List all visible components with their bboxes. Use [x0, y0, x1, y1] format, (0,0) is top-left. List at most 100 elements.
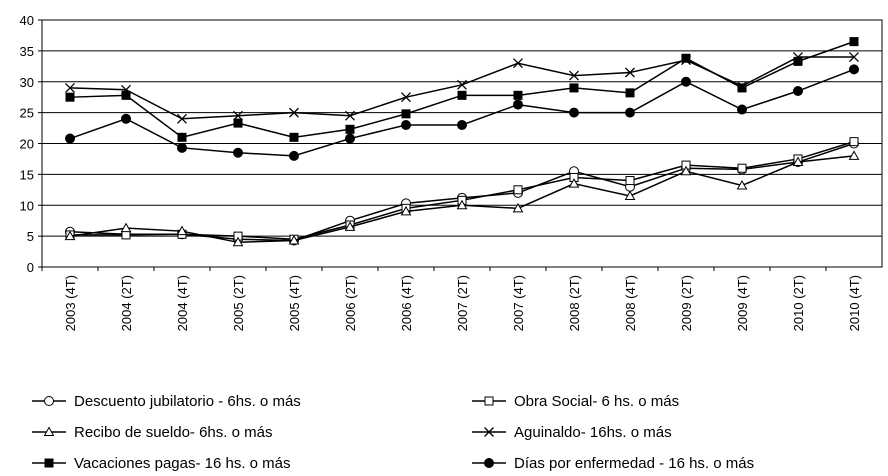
marker	[457, 90, 467, 100]
marker	[569, 83, 579, 93]
series-line	[70, 140, 855, 240]
marker	[849, 52, 859, 63]
marker	[513, 185, 523, 195]
plot-border	[41, 19, 883, 268]
marker	[793, 86, 803, 97]
y-tick-label: 10	[20, 198, 34, 213]
marker	[232, 236, 244, 247]
marker	[680, 165, 692, 176]
x-tick-label: 2005 (4T)	[287, 275, 302, 331]
marker	[288, 234, 300, 245]
x-tick-label: 2004 (2T)	[119, 275, 134, 331]
marker	[289, 132, 299, 142]
marker	[625, 88, 635, 98]
marker	[121, 90, 131, 100]
marker	[737, 83, 747, 93]
legend-label: Obra Social- 6 hs. o más	[514, 393, 679, 410]
marker	[849, 37, 859, 47]
y-tick-label: 5	[27, 229, 34, 244]
legend-marker	[43, 426, 55, 436]
marker	[65, 82, 75, 93]
x-tick-label: 2008 (2T)	[567, 275, 582, 331]
marker	[849, 137, 859, 147]
series-line	[69, 142, 855, 242]
marker	[233, 118, 243, 128]
marker	[177, 113, 187, 124]
marker	[513, 58, 523, 69]
x-tick-label: 2006 (4T)	[399, 275, 414, 331]
marker	[457, 119, 467, 130]
marker	[848, 150, 860, 160]
legend-label: Aguinaldo- 16hs. o más	[514, 424, 672, 441]
marker	[625, 176, 635, 186]
marker	[401, 109, 411, 119]
legend-label: Descuento jubilatorio - 6hs. o más	[74, 393, 301, 410]
y-tick-label: 30	[20, 75, 34, 90]
marker	[792, 156, 804, 167]
marker	[569, 107, 579, 118]
marker	[401, 119, 411, 130]
marker	[120, 222, 132, 233]
marker	[456, 199, 468, 210]
marker	[65, 92, 75, 102]
y-tick-label: 15	[20, 167, 34, 182]
marker	[400, 205, 412, 216]
x-tick-label: 2010 (4T)	[847, 275, 862, 331]
x-tick-label: 2009 (2T)	[679, 275, 694, 331]
legend-marker	[484, 427, 494, 437]
x-tick-label: 2010 (2T)	[791, 275, 806, 331]
legend-marker	[44, 458, 54, 468]
marker	[176, 225, 188, 236]
legend-marker	[484, 458, 494, 468]
x-tick-label: 2005 (2T)	[231, 275, 246, 331]
marker	[737, 163, 747, 173]
marker	[512, 202, 524, 213]
marker	[569, 70, 579, 81]
marker	[849, 64, 859, 75]
marker	[625, 67, 635, 78]
marker	[65, 133, 75, 144]
marker	[401, 92, 411, 103]
marker	[568, 178, 580, 188]
y-tick-label: 20	[20, 137, 34, 152]
marker	[625, 107, 635, 118]
x-tick-label: 2004 (4T)	[175, 275, 190, 331]
marker	[681, 76, 691, 87]
marker	[345, 133, 355, 144]
y-tick-label: 40	[20, 13, 34, 28]
marker	[457, 79, 467, 90]
marker	[344, 221, 356, 231]
marker	[345, 124, 355, 134]
x-tick-label: 2007 (2T)	[455, 275, 470, 331]
marker	[513, 99, 523, 110]
legend-label: Vacaciones pagas- 16 hs. o más	[74, 455, 291, 472]
x-tick-label: 2003 (4T)	[63, 275, 78, 331]
legend-marker	[484, 396, 494, 406]
x-tick-label: 2007 (4T)	[511, 275, 526, 331]
marker	[177, 132, 187, 142]
marker	[233, 147, 243, 158]
x-tick-label: 2008 (4T)	[623, 275, 638, 331]
series-line	[69, 56, 854, 120]
legend-label: Días por enfermedad - 16 hs. o más	[514, 455, 754, 472]
x-tick-label: 2009 (4T)	[735, 275, 750, 331]
y-tick-label: 35	[20, 44, 34, 59]
marker	[177, 142, 187, 153]
marker	[513, 90, 523, 100]
y-tick-label: 25	[20, 106, 34, 121]
y-tick-label: 0	[27, 260, 34, 275]
marker	[624, 190, 636, 200]
legend-marker	[44, 396, 54, 406]
marker	[793, 56, 803, 66]
legend-label: Recibo de sueldo- 6hs. o más	[74, 424, 272, 441]
marker	[345, 110, 355, 121]
marker	[681, 53, 691, 63]
marker	[289, 150, 299, 161]
marker	[289, 107, 299, 118]
marker	[737, 104, 747, 115]
marker	[121, 113, 131, 124]
x-tick-label: 2006 (2T)	[343, 275, 358, 331]
marker	[64, 230, 76, 241]
marker	[736, 179, 748, 190]
